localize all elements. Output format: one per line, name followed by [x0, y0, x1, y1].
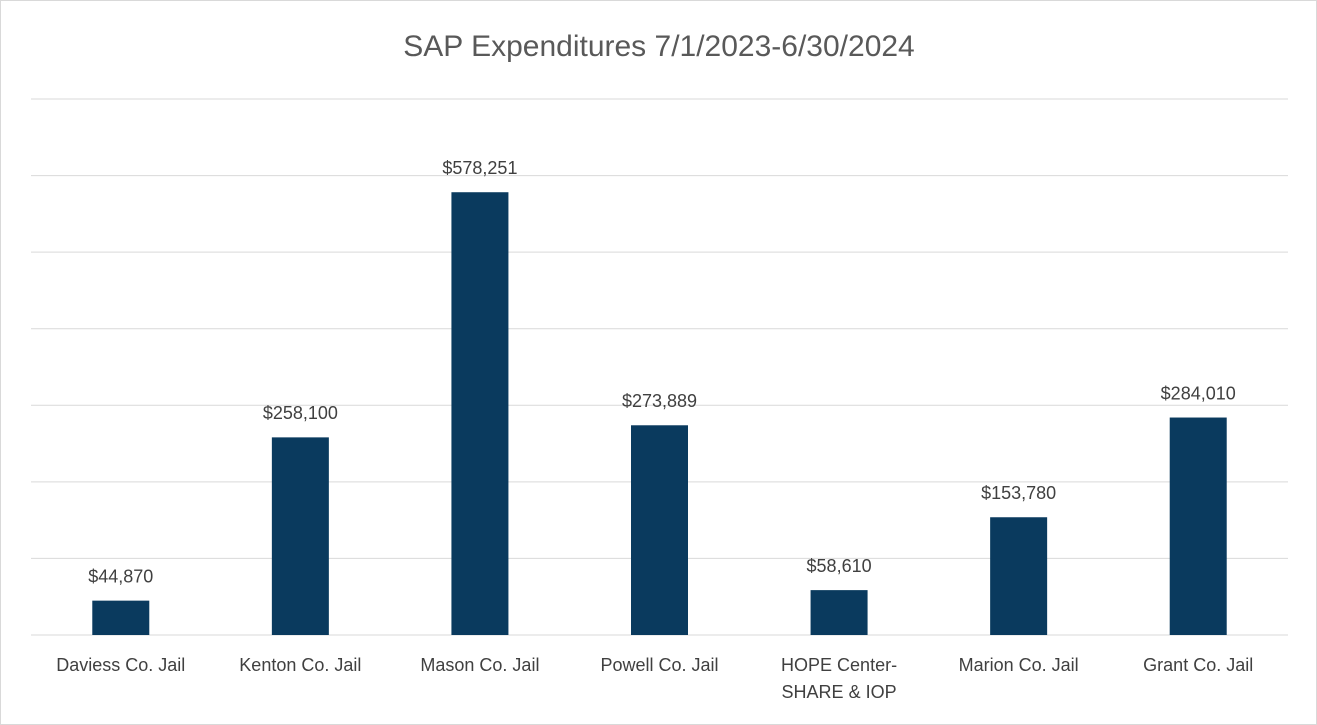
data-label: $153,780 [981, 483, 1056, 503]
x-tick-label: Grant Co. Jail [1143, 655, 1254, 675]
data-label: $58,610 [807, 556, 872, 576]
data-label: $44,870 [88, 566, 153, 586]
chart-title: SAP Expenditures 7/1/2023-6/30/2024 [403, 30, 915, 63]
data-label: $258,100 [263, 403, 338, 423]
x-tick-label: Kenton Co. Jail [239, 655, 362, 675]
bar [92, 600, 150, 635]
bar [631, 425, 688, 635]
bar [451, 192, 509, 635]
bar [271, 437, 329, 635]
bar [1169, 417, 1227, 635]
x-tick-label: Daviess Co. Jail [56, 655, 186, 675]
x-tick-label: HOPE Center-SHARE & IOP [781, 655, 898, 702]
data-label: $284,010 [1161, 383, 1236, 403]
x-tick-label: Powell Co. Jail [600, 655, 719, 675]
data-label: $578,251 [442, 158, 517, 178]
x-tick-label: Marion Co. Jail [958, 655, 1079, 675]
x-tick-label: Mason Co. Jail [420, 655, 540, 675]
bar [990, 517, 1048, 635]
bar [810, 590, 868, 635]
data-label: $273,889 [622, 391, 697, 411]
